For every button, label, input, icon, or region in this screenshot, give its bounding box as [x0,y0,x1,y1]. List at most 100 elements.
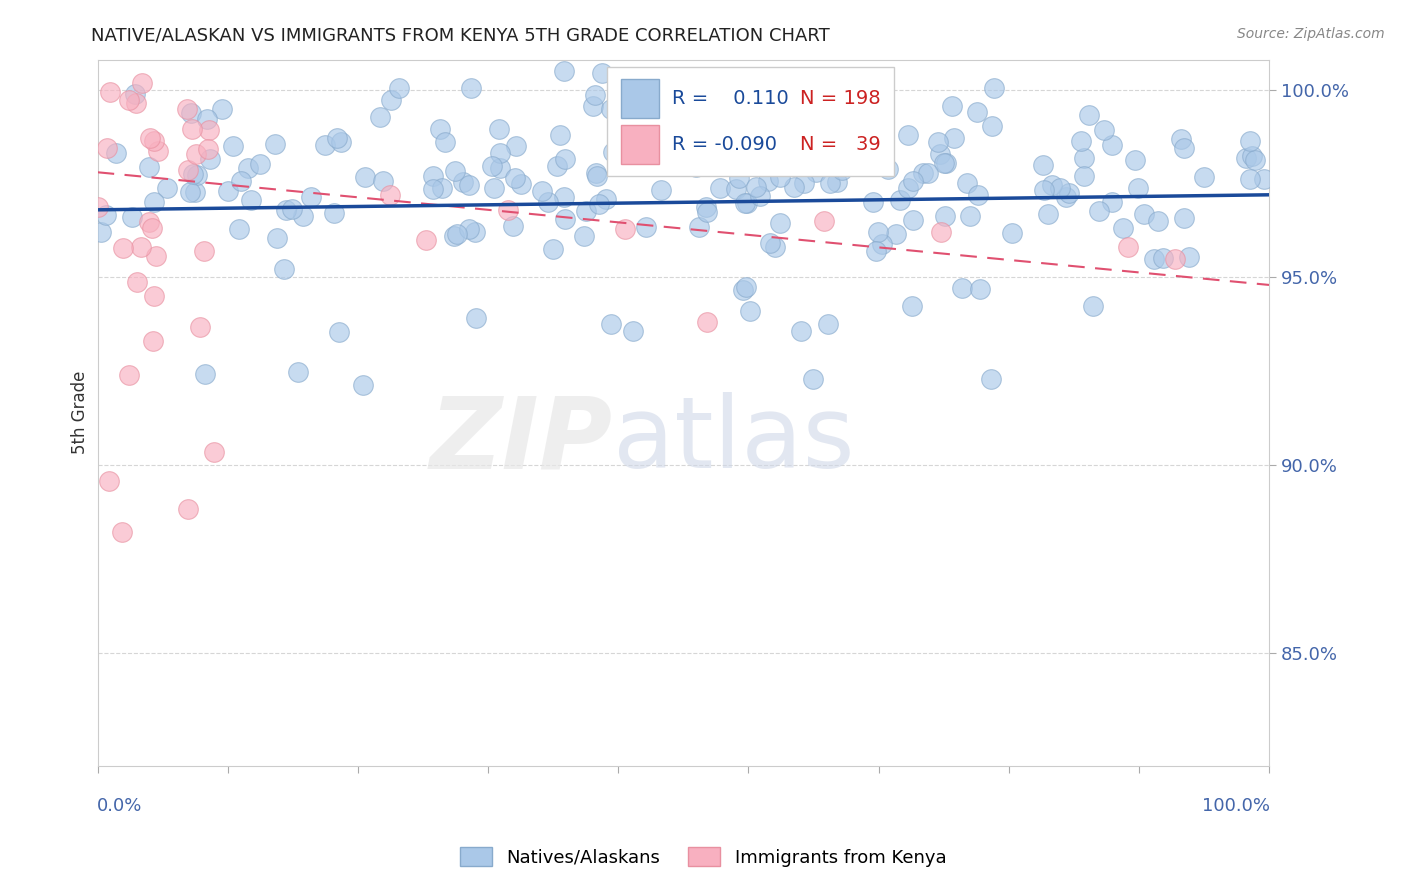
Point [769,169,792,184]
Point [1239,134,1261,148]
Point [180,122,202,136]
Point [1073,151,1095,165]
Point [1173,211,1195,225]
Point [299,190,322,204]
Point [314,138,336,153]
Point [554,153,576,167]
Point [287,365,309,379]
Point [817,317,839,331]
Point [1244,153,1267,167]
Point [276,202,298,217]
Point [138,215,160,229]
Point [748,146,770,161]
Point [352,377,374,392]
Point [650,183,672,197]
Point [793,177,815,191]
Point [1112,221,1135,235]
Point [710,147,733,161]
Point [292,210,315,224]
Point [583,87,606,102]
Text: N = 198: N = 198 [800,89,882,108]
Point [328,325,350,339]
Point [281,202,304,216]
Point [889,193,911,207]
Point [868,225,890,239]
Point [554,212,576,227]
Point [981,119,1004,133]
Point [1118,240,1140,254]
Point [98,85,121,99]
Point [1038,207,1060,221]
Point [1054,190,1077,204]
Point [688,219,710,234]
Point [1192,169,1215,184]
Point [429,122,451,136]
Point [1152,251,1174,265]
Point [752,136,775,151]
Point [884,227,907,242]
Point [983,81,1005,95]
Point [380,187,402,202]
Point [697,109,720,123]
Point [959,209,981,223]
Point [125,96,148,111]
Point [801,372,824,386]
Point [763,240,786,254]
Point [138,160,160,174]
Point [804,165,827,179]
Point [422,182,444,196]
Point [1070,134,1092,148]
Point [582,99,605,113]
Point [179,186,201,200]
Point [759,235,782,250]
Point [239,193,262,207]
Point [464,310,486,325]
Point [138,131,160,145]
Point [322,206,344,220]
Point [127,275,149,289]
Point [600,317,623,331]
Point [1057,186,1080,200]
Point [510,178,533,192]
Point [623,325,645,339]
Point [745,179,768,194]
Text: R =    0.110: R = 0.110 [672,89,789,108]
Point [117,93,139,107]
Point [613,221,636,235]
Point [588,197,610,211]
Text: R = -0.090: R = -0.090 [672,135,776,153]
Point [696,316,718,330]
Point [142,134,165,148]
Point [443,229,465,244]
Point [177,163,200,178]
Point [371,174,394,188]
Point [458,178,481,192]
Point [548,128,571,143]
FancyBboxPatch shape [607,67,894,176]
Point [733,283,755,297]
Point [695,200,717,214]
Point [1241,148,1264,162]
Point [586,169,609,183]
FancyBboxPatch shape [621,125,658,164]
Point [446,227,468,242]
Point [443,164,465,178]
Point [1032,158,1054,172]
Point [197,142,219,156]
Point [980,372,1002,386]
Point [464,225,486,239]
Point [484,181,506,195]
Point [380,93,402,107]
Point [217,185,239,199]
Point [1078,108,1101,122]
Point [87,201,110,215]
Point [1173,141,1195,155]
Point [326,131,349,145]
Point [665,134,688,148]
Point [537,195,560,210]
Point [725,181,748,195]
Point [733,72,755,87]
Text: NATIVE/ALASKAN VS IMMIGRANTS FROM KENYA 5TH GRADE CORRELATION CHART: NATIVE/ALASKAN VS IMMIGRANTS FROM KENYA … [91,27,830,45]
Point [143,289,166,303]
Text: atlas: atlas [613,392,855,490]
